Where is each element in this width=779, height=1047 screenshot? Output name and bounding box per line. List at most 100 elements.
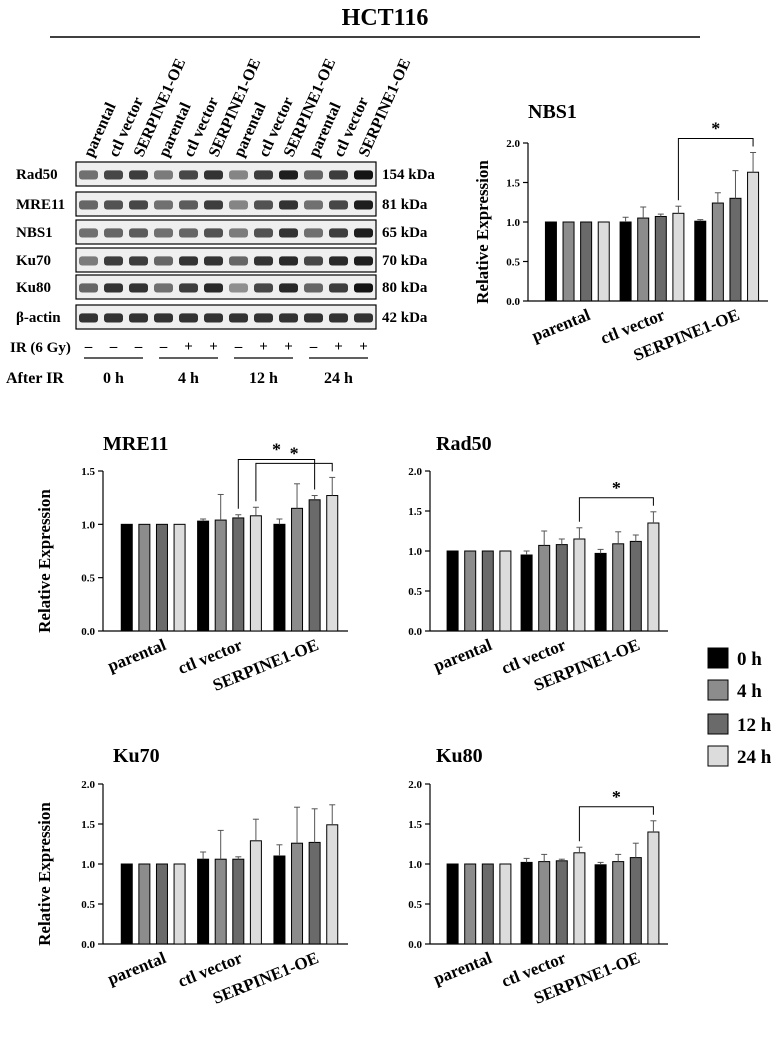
- kda-label: 154 kDa: [382, 167, 435, 183]
- y-tick-label: 0.5: [408, 586, 422, 598]
- chart-title: Ku80: [436, 745, 483, 767]
- blot-strip: [75, 247, 377, 273]
- bar: [520, 554, 533, 632]
- blot-band: [279, 228, 298, 238]
- blot-band: [229, 228, 248, 238]
- blot-band: [304, 313, 323, 323]
- bar: [612, 861, 625, 945]
- y-tick-label: 1.5: [408, 819, 422, 831]
- blot-band: [329, 200, 348, 210]
- blot-band: [204, 283, 223, 293]
- time-group-label: 12 h: [249, 370, 278, 387]
- blot-band: [79, 170, 98, 180]
- bar: [155, 523, 168, 632]
- ir-mark: –: [84, 339, 93, 355]
- y-tick-label: 2.0: [408, 466, 422, 478]
- category-label: parental: [105, 635, 169, 676]
- ir-mark: –: [309, 339, 318, 355]
- blot-band: [104, 170, 123, 180]
- chart-title: NBS1: [528, 101, 577, 123]
- blot-band: [129, 313, 148, 323]
- time-group-label: 0 h: [103, 370, 124, 387]
- blot-band: [279, 283, 298, 293]
- blot-band: [179, 313, 198, 323]
- blot-band: [304, 170, 323, 180]
- blot-strip: [75, 191, 377, 217]
- chart-title: MRE11: [103, 433, 169, 455]
- bar: [481, 863, 494, 945]
- y-tick-label: 1.5: [408, 506, 422, 518]
- blot-band: [329, 283, 348, 293]
- bar: [291, 842, 304, 945]
- ir-mark: +: [259, 339, 268, 355]
- bar: [249, 840, 262, 945]
- y-tick-label: 1.0: [81, 859, 95, 871]
- blot-strip: [75, 161, 377, 187]
- bar: [612, 543, 625, 632]
- y-tick-label: 1.5: [506, 178, 520, 190]
- protein-label: Rad50: [16, 167, 58, 183]
- blot-band: [154, 228, 173, 238]
- y-tick-label: 2.0: [408, 779, 422, 791]
- blot-band: [129, 170, 148, 180]
- blot-band: [104, 200, 123, 210]
- legend-label: 12 h: [737, 715, 772, 736]
- y-tick-label: 0.5: [408, 899, 422, 911]
- blot-band: [179, 170, 198, 180]
- blot-band: [254, 313, 273, 323]
- bar: [273, 855, 286, 945]
- blot-band: [304, 256, 323, 266]
- blot-band: [229, 200, 248, 210]
- ir-mark: –: [134, 339, 143, 355]
- blot-strip: [75, 274, 377, 300]
- blot-band: [79, 228, 98, 238]
- bar: [249, 515, 262, 632]
- bar: [214, 858, 227, 945]
- protein-label: NBS1: [16, 225, 53, 241]
- bar: [214, 519, 227, 632]
- y-axis-label: Relative Expression: [35, 489, 54, 633]
- ir-label: IR (6 Gy): [10, 340, 71, 356]
- y-tick-label: 0.5: [81, 573, 95, 585]
- bar: [499, 863, 512, 945]
- y-tick-label: 1.5: [81, 466, 95, 478]
- protein-label: β-actin: [16, 310, 61, 326]
- figure-title: HCT116: [342, 5, 429, 31]
- blot-band: [279, 313, 298, 323]
- y-tick-label: 1.0: [81, 519, 95, 531]
- time-group-label: 4 h: [178, 370, 199, 387]
- blot-strip: [75, 304, 377, 330]
- kda-label: 81 kDa: [382, 197, 428, 213]
- blot-band: [279, 170, 298, 180]
- category-label: parental: [431, 635, 495, 676]
- significance-bracket: [677, 137, 754, 201]
- bar: [562, 221, 575, 302]
- blot-band: [179, 283, 198, 293]
- kda-label: 42 kDa: [382, 310, 428, 326]
- y-tick-label: 0.0: [81, 939, 95, 951]
- y-tick-label: 2.0: [506, 138, 520, 150]
- blot-band: [354, 228, 373, 238]
- blot-band: [154, 256, 173, 266]
- y-tick-label: 1.0: [408, 859, 422, 871]
- bar: [173, 863, 186, 945]
- blot-band: [104, 313, 123, 323]
- bar: [594, 552, 607, 632]
- significance-bracket: [255, 462, 333, 502]
- blot-band: [354, 256, 373, 266]
- significance-bracket: [237, 459, 316, 509]
- significance-bracket: [578, 806, 654, 842]
- after-ir-label: After IR: [6, 370, 64, 387]
- bar: [446, 863, 459, 945]
- time-group-label: 24 h: [324, 370, 353, 387]
- blot-band: [354, 283, 373, 293]
- bar: [326, 824, 339, 945]
- bar: [729, 197, 742, 302]
- bar: [654, 215, 667, 302]
- legend-label: 24 h: [737, 747, 772, 768]
- blot-band: [229, 313, 248, 323]
- blot-band: [254, 228, 273, 238]
